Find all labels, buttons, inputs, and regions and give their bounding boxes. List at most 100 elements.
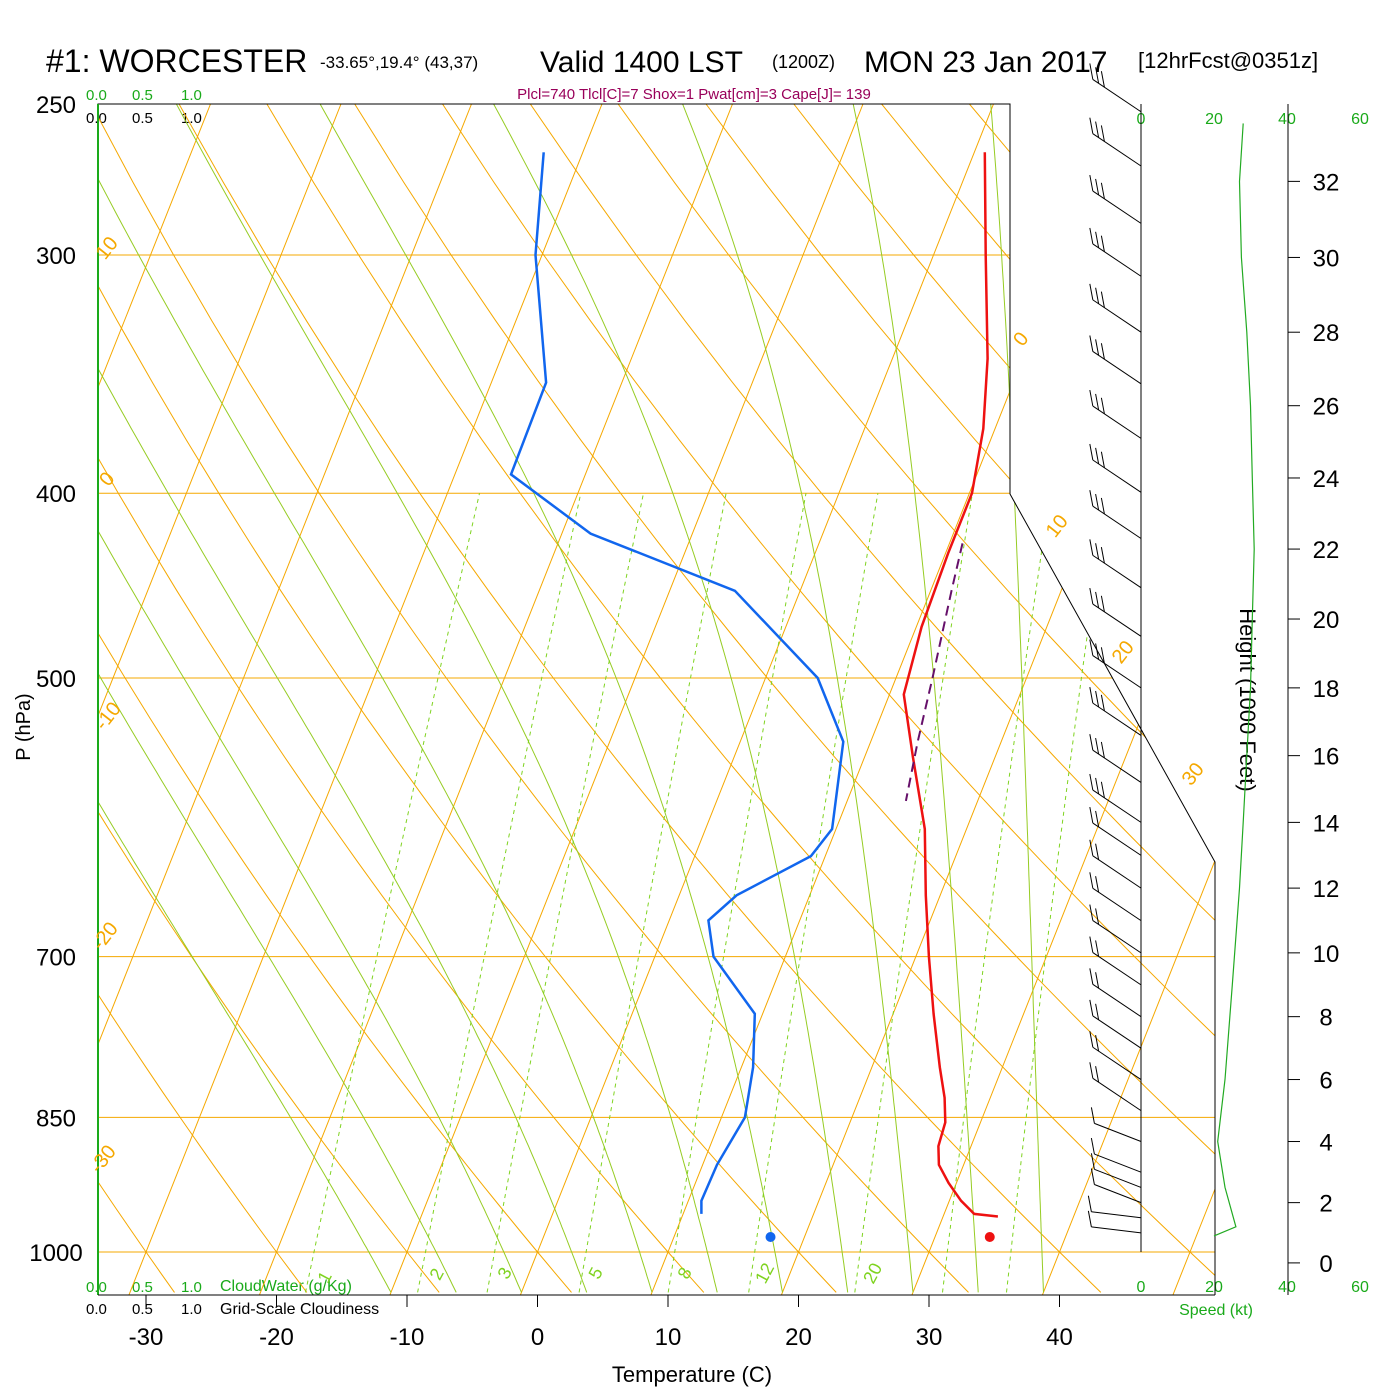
surface-dewpoint-dot xyxy=(765,1232,776,1242)
wind-barb-feather xyxy=(1100,547,1105,564)
cloud-bottom-black-2: 1.0 xyxy=(181,1301,202,1318)
wind-barb-staff xyxy=(1092,243,1142,277)
wind-barb-feather xyxy=(1095,908,1100,925)
wind-barb-staff xyxy=(1092,405,1142,439)
wind-barb-feather xyxy=(1095,393,1100,411)
wind-speed-label: Speed (kt) xyxy=(1179,1302,1253,1319)
plot-frame xyxy=(97,103,1289,1296)
moist-adiabat xyxy=(852,104,979,1293)
cloud-scale-bottom: 0.0 0.5 1.0 CloudWater (g/Kg) 0.0 0.5 1.… xyxy=(86,1278,379,1318)
wind-barb-feather xyxy=(1090,1137,1095,1155)
wind-barb-feather xyxy=(1089,174,1094,192)
wind-barb-feather xyxy=(1095,810,1100,828)
dry-adiabat xyxy=(617,104,1215,1293)
station-title: #1: WORCESTER xyxy=(46,43,307,79)
wind-barb-staff xyxy=(1092,920,1142,954)
isotherm-line xyxy=(643,104,1125,1295)
mixing-ratio-line xyxy=(486,493,644,1293)
wind-barb-staff xyxy=(1092,79,1142,113)
height-tick-label: 14 xyxy=(1313,810,1340,837)
mixing-ratio-label: 5 xyxy=(585,1264,607,1282)
height-tick-label: 30 xyxy=(1313,245,1340,272)
pressure-tick-label: 300 xyxy=(36,243,76,270)
wind-barb-feather xyxy=(1089,806,1094,824)
mixing-ratio-line xyxy=(417,493,582,1293)
cloud-top-green-0: 0.0 xyxy=(86,87,107,104)
mixing-ratio-label: 3 xyxy=(494,1264,516,1282)
moist-adiabat xyxy=(493,104,849,1293)
dry-adiabat xyxy=(266,104,1215,1293)
isotherm-label: -30 xyxy=(86,1141,121,1177)
wind-barb-staff xyxy=(1092,505,1142,539)
x-tick-label: 10 xyxy=(655,1324,682,1351)
wind-barb-staff xyxy=(1092,190,1142,224)
isotherm-line xyxy=(252,104,733,1295)
wind-barb-feather xyxy=(1100,741,1105,759)
moist-adiabat xyxy=(990,104,1044,1293)
dry-adiabat xyxy=(442,104,1215,1293)
moist-adiabat xyxy=(98,104,653,1293)
wind-barb-feather xyxy=(1089,639,1094,656)
cloud-bottom-green-1: 0.5 xyxy=(132,1279,153,1296)
height-tick-label: 18 xyxy=(1313,676,1340,703)
wind-barb-staff xyxy=(1092,1077,1142,1112)
x-tick-label: -10 xyxy=(390,1324,425,1351)
moist-adiabat xyxy=(98,104,522,1293)
grid-lines xyxy=(98,104,1215,1295)
dry-adiabat xyxy=(98,104,969,1293)
height-tick-label: 32 xyxy=(1313,169,1340,196)
isotherm-label: -20 xyxy=(88,918,123,954)
wind-bottom-tick-2: 40 xyxy=(1278,1279,1296,1296)
dry-adiabat xyxy=(178,104,1102,1293)
wind-barb-staff xyxy=(1092,702,1142,736)
mixing-ratio-line xyxy=(578,493,727,1293)
sounding-profiles xyxy=(509,152,999,1242)
pressure-tick-label: 500 xyxy=(36,666,76,693)
wind-barb-feather xyxy=(1100,397,1105,414)
mixing-ratio-line xyxy=(942,493,1051,1293)
x-tick-label: 20 xyxy=(785,1324,812,1351)
wind-barb-feather xyxy=(1095,940,1100,957)
station-coords: -33.65°,19.4° (43,37) xyxy=(320,53,478,72)
pressure-tick-label: 700 xyxy=(36,945,76,972)
wind-barb-staff xyxy=(1092,789,1142,823)
wind-barb-feather xyxy=(1090,1107,1095,1124)
parcel-trace xyxy=(904,543,964,802)
isotherm-line xyxy=(1035,104,1215,1295)
wind-barb-feather xyxy=(1087,1195,1092,1212)
isotherm-line xyxy=(98,104,211,1295)
wind-top-tick-1: 20 xyxy=(1205,111,1223,128)
wind-barb-feather xyxy=(1095,1035,1100,1052)
height-tick-label: 8 xyxy=(1319,1005,1332,1032)
wind-barb-feather xyxy=(1089,1031,1094,1048)
wind-barb-feather xyxy=(1095,447,1100,464)
height-tick-label: 20 xyxy=(1313,607,1340,634)
wind-barb-feather xyxy=(1095,643,1100,660)
isotherm-line xyxy=(121,104,603,1295)
wind-barb-staff xyxy=(1092,749,1142,783)
wind-scale-bottom: 0 20 40 60 Speed (kt) xyxy=(1137,1279,1369,1319)
wind-barb-feather xyxy=(1095,178,1100,196)
date-label: MON 23 Jan 2017 xyxy=(864,46,1107,79)
wind-barb-feather xyxy=(1089,389,1094,407)
isotherm-line xyxy=(774,104,1215,1295)
cloud-bottom-black-1: 0.5 xyxy=(132,1301,153,1318)
wind-barbs xyxy=(1087,63,1142,1234)
wind-barb-feather xyxy=(1095,690,1100,708)
wind-barb-feather xyxy=(1100,497,1105,515)
wind-barb-staff xyxy=(1092,1046,1142,1080)
wind-barb-feather xyxy=(1100,781,1105,798)
wind-barb-staff xyxy=(1092,952,1142,986)
wind-barb-feather xyxy=(1095,972,1100,989)
wind-barb-feather xyxy=(1089,904,1094,921)
cloud-scale-top: 0.0 0.5 1.0 0.0 0.5 1.0 xyxy=(86,87,202,127)
wind-barb-feather xyxy=(1089,587,1094,605)
wind-barb-feather xyxy=(1095,67,1100,84)
height-tick-label: 26 xyxy=(1313,394,1340,421)
dry-adiabat xyxy=(354,104,1215,1293)
x-tick-label: -30 xyxy=(129,1324,164,1351)
height-tick-label: 6 xyxy=(1319,1068,1332,1095)
cloud-top-green-2: 1.0 xyxy=(181,87,202,104)
